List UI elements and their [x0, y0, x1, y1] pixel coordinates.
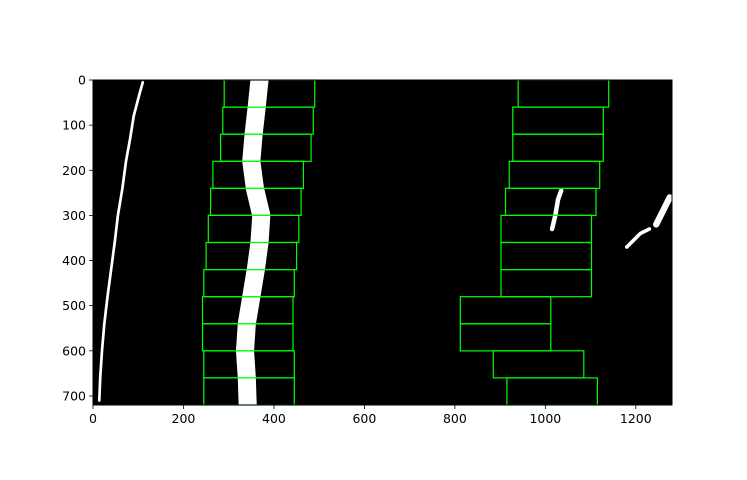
x-tick-label: 400 — [262, 411, 286, 426]
y-tick-label: 400 — [62, 253, 86, 268]
x-tick-label: 800 — [443, 411, 467, 426]
x-tick-label: 1000 — [529, 411, 561, 426]
y-tick-label: 700 — [62, 388, 86, 403]
x-tick-label: 1200 — [620, 411, 652, 426]
y-tick-label: 100 — [62, 118, 86, 133]
y-tick-label: 200 — [62, 163, 86, 178]
y-tick-label: 600 — [62, 343, 86, 358]
y-tick-label: 300 — [62, 208, 86, 223]
y-tick-label: 500 — [62, 298, 86, 313]
x-tick-label: 0 — [89, 411, 97, 426]
y-tick-label: 0 — [78, 73, 86, 88]
plot-area — [93, 80, 672, 405]
x-tick-label: 600 — [352, 411, 376, 426]
x-tick-label: 200 — [172, 411, 196, 426]
